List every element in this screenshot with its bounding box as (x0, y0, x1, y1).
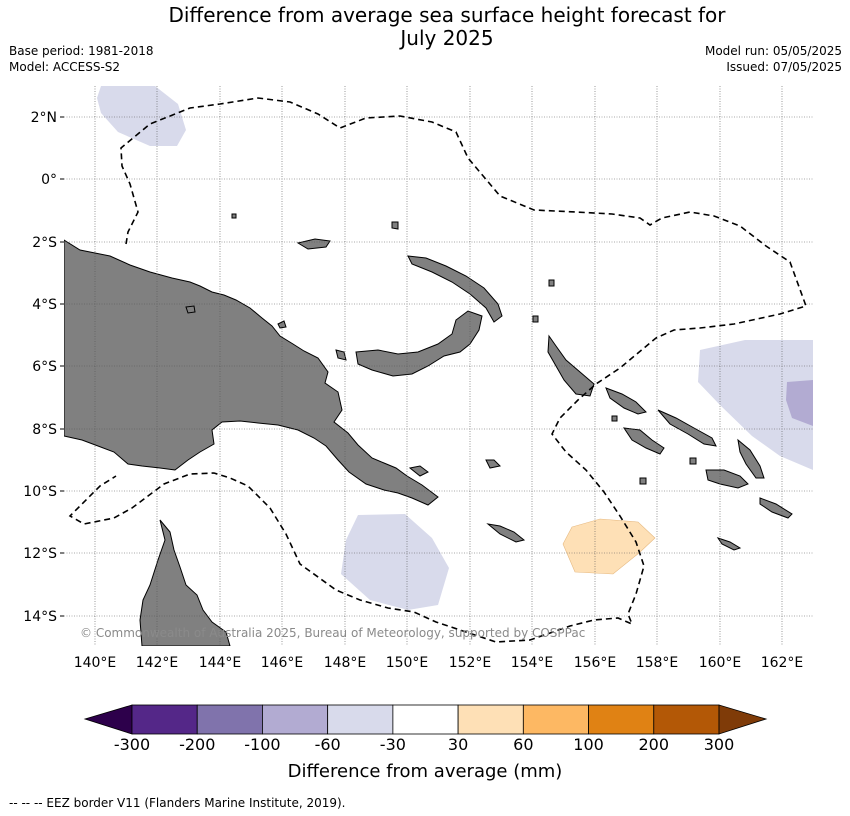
lat-label: 4°S (32, 297, 57, 313)
colorbar-tick-label: 30 (447, 735, 469, 754)
land-new-britain (355, 310, 483, 377)
land-choiseul (605, 387, 647, 415)
lat-label: 10°S (23, 484, 57, 500)
eez-border (68, 97, 808, 643)
anomaly-patch-north (97, 86, 186, 146)
lon-label: 152°E (449, 655, 492, 671)
lat-label: 8°S (32, 422, 57, 438)
land-small-islands (185, 213, 697, 485)
lon-label: 162°E (761, 655, 804, 671)
anomaly-patch-coral-sea (341, 514, 449, 610)
colorbar-tick-label: -200 (179, 735, 216, 754)
land-bougainville (547, 334, 595, 397)
model-run: Model run: 05/05/2025 (704, 44, 842, 58)
colorbar-bin (653, 704, 720, 735)
colorbar-tick-label: 100 (573, 735, 604, 754)
land-guadalcanal (705, 469, 749, 489)
lat-label: 2°N (31, 110, 57, 126)
lon-label: 144°E (199, 655, 242, 671)
land-cape-york (139, 519, 231, 646)
lat-label: 14°S (23, 609, 57, 625)
colorbar-bin (131, 704, 198, 735)
anomaly-patch-east (698, 340, 813, 470)
lon-labels: 140°E 142°E 144°E 146°E 148°E 150°E 152°… (74, 655, 804, 671)
colorbar-bin (522, 704, 589, 735)
land-new-georgia (622, 427, 665, 455)
anomaly-patch-east-core (786, 380, 813, 426)
land-new-guinea (64, 239, 439, 506)
lat-label: 6°S (32, 359, 57, 375)
base-period: Base period: 1981-2018 (9, 44, 154, 58)
land-fergusson (408, 465, 429, 477)
colorbar-bin (588, 704, 655, 735)
lat-label: 0° (41, 172, 57, 188)
colorbar-bin (262, 704, 329, 735)
model-name: Model: ACCESS-S2 (9, 60, 121, 74)
lon-label: 146°E (261, 655, 304, 671)
meta-right: Model run: 05/05/2025 Issued: 07/05/2025 (705, 43, 842, 75)
title-line-1: Difference from average sea surface heig… (168, 3, 726, 27)
colorbar-extend-high (718, 704, 768, 735)
lon-label: 156°E (574, 655, 617, 671)
anomaly-patch-positive (562, 518, 656, 575)
graticule (64, 86, 813, 646)
map-panel (64, 86, 813, 646)
colorbar (83, 704, 768, 735)
land-louisiade (486, 523, 526, 543)
eez-legend-note: -- -- -- EEZ border V11 (Flanders Marine… (9, 796, 346, 810)
colorbar-extend-low (83, 704, 133, 735)
frame-ticks (60, 116, 64, 617)
colorbar-bin (327, 704, 394, 735)
lon-label: 158°E (636, 655, 679, 671)
colorbar-tick-label: 200 (638, 735, 670, 754)
lon-label: 150°E (386, 655, 429, 671)
colorbar-tick-label: -60 (314, 735, 341, 754)
land-rennell (716, 537, 742, 551)
lon-label: 148°E (324, 655, 367, 671)
copyright-notice: © Commonwealth of Australia 2025, Bureau… (80, 626, 585, 640)
colorbar-tick-label: 300 (703, 735, 735, 754)
lat-label: 2°S (32, 235, 57, 251)
land-malaita (737, 438, 765, 479)
colorbar-tick-label: 60 (513, 735, 534, 754)
colorbar-tick-label: -100 (244, 735, 281, 754)
lat-labels: 2°N 0° 2°S 4°S 6°S 8°S 10°S 12°S 14°S (23, 110, 57, 625)
lon-label: 142°E (136, 655, 179, 671)
colorbar-bin (457, 704, 524, 735)
meta-left: Base period: 1981-2018 Model: ACCESS-S2 (9, 43, 154, 75)
land-woodlark (485, 459, 502, 469)
colorbar-title: Difference from average (mm) (287, 761, 563, 782)
colorbar-bin (196, 704, 263, 735)
lat-label: 12°S (23, 546, 57, 562)
colorbar-tick-label: -300 (113, 735, 151, 754)
lon-label: 160°E (699, 655, 742, 671)
issued-date: Issued: 07/05/2025 (726, 60, 842, 74)
colorbar-tick-label: -30 (379, 735, 406, 754)
land-new-ireland (407, 255, 503, 323)
colorbar-bin (392, 704, 459, 735)
lon-label: 140°E (74, 655, 117, 671)
map-title: Difference from average sea surface heig… (0, 4, 850, 50)
title-line-2: July 2025 (400, 26, 494, 50)
lon-label: 154°E (511, 655, 554, 671)
land-manus (296, 238, 331, 250)
land-makira (759, 497, 793, 519)
land-santa-isabel (657, 409, 717, 447)
